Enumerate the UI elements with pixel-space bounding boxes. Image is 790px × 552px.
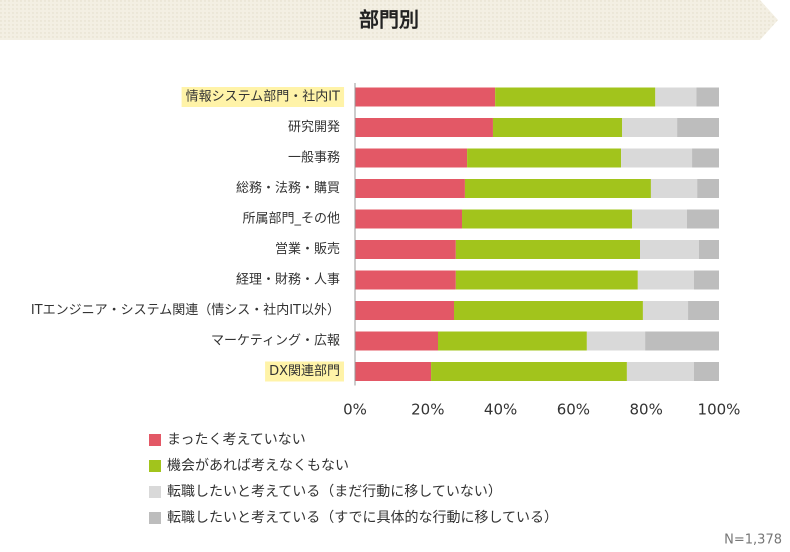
bar-segment [355,87,496,107]
bar-segment [696,87,719,107]
legend-swatch [149,486,161,498]
bar-segment [621,148,693,168]
label-highlight [265,361,344,382]
category-label: 情報システム部門・社内IT [186,89,340,105]
x-tick-label: 40% [484,401,517,419]
sample-note: N=1,378 [724,533,782,548]
bar-segment [355,301,455,320]
category-label: ITエンジニア・システム関連（情シス・社内IT以外） [31,302,340,318]
legend-swatch [149,512,161,524]
category-label: 経理・財務・人事 [236,273,340,288]
category-label: 所属部門_その他 [242,212,340,227]
bar-segment [431,362,627,381]
category-label: DX関連部門 [269,364,340,379]
bar-segment [355,270,456,290]
bar-segment [698,240,719,259]
bar-segment [692,148,719,168]
category-label: 一般事務 [288,150,340,166]
bar-segment [355,240,456,259]
bar-segment [462,209,633,229]
bar-segment [655,87,697,107]
x-tick-label: 0% [343,401,367,419]
legend-label: 転職したいと考えている（まだ行動に移していない） [167,484,502,500]
legend-label: 機会があれば考えなくもない [167,458,349,474]
bar-segment [355,331,438,351]
bar-segment [642,301,689,320]
category-label: 研究開発 [288,120,340,135]
x-tick-label: 80% [630,401,663,419]
bar-segment [645,331,719,351]
bar-segment [626,362,694,381]
bar-segment [637,270,694,290]
legend-label: まったく考えていない [167,432,306,448]
bar-segment [586,331,646,351]
bar-segment [355,179,465,198]
chart-title: 部門別 [359,8,419,32]
bar-segment [622,118,678,137]
category-label: マーケティング・広報 [211,334,340,349]
bar-segment [697,179,719,198]
bar-segment [464,179,651,198]
bar-segment [454,301,643,320]
bar-segment [355,362,432,381]
bar-segment [495,87,656,107]
bar-segment [693,362,719,381]
bar-segment [650,179,698,198]
bar-segment [355,148,468,168]
bar-segment [640,240,699,259]
bar-segment [632,209,687,229]
bar-segment [455,240,641,259]
bar-segment [677,118,719,137]
bar-segment [686,209,719,229]
legend-swatch [149,460,161,472]
bar-segment [355,118,493,137]
x-tick-label: 60% [557,401,590,419]
x-tick-label: 100% [698,401,741,419]
bar-segment [455,270,638,290]
bar-segment [688,301,719,320]
title-banner [0,0,778,40]
bar-segment [467,148,622,168]
label-highlight [181,87,345,107]
bar-segment [437,331,587,351]
x-tick-label: 20% [411,401,444,419]
category-label: 営業・販売 [275,241,340,257]
legend-swatch [149,434,161,446]
category-label: 総務・法務・購買 [236,181,340,196]
bar-segment [492,118,623,137]
bar-segment [355,209,463,229]
bar-segment [693,270,719,290]
legend-label: 転職したいと考えている（すでに具体的な行動に移している） [167,510,558,526]
